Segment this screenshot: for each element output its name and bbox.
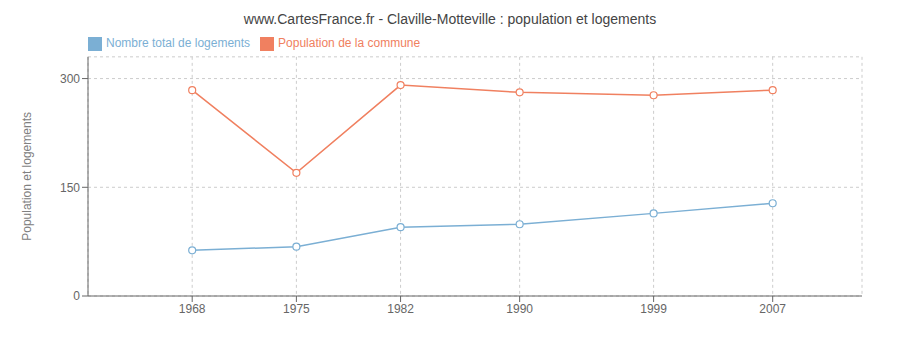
- svg-text:1968: 1968: [179, 302, 206, 316]
- svg-text:2007: 2007: [759, 302, 786, 316]
- html-text:Nombre total de logements: Nombre total de logements: [106, 36, 251, 50]
- html-text:Population de la commune: Population de la commune: [278, 36, 421, 50]
- svg-text:1990: 1990: [506, 302, 533, 316]
- html-text:www.CartesFrance.fr - Claville: www.CartesFrance.fr - Claville-Mottevill…: [243, 11, 657, 27]
- svg-text:Population et logements: Population et logements: [20, 112, 34, 241]
- svg-text:1999: 1999: [640, 302, 667, 316]
- svg-text:1975: 1975: [283, 302, 310, 316]
- svg-text:300: 300: [60, 72, 80, 86]
- svg-text:1982: 1982: [387, 302, 414, 316]
- svg-text:0: 0: [73, 289, 80, 303]
- svg-text:150: 150: [60, 181, 80, 195]
